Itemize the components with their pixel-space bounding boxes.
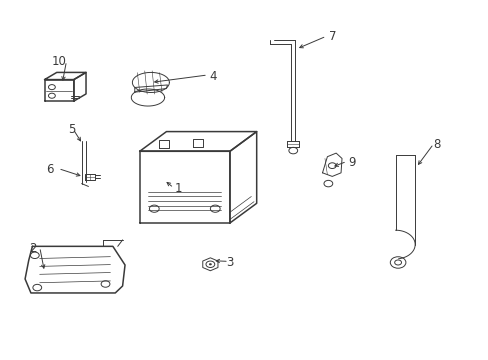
Text: 4: 4 [209, 69, 216, 82]
Text: 7: 7 [328, 30, 335, 43]
Text: 1: 1 [175, 183, 182, 195]
Text: 5: 5 [67, 123, 75, 136]
Text: 9: 9 [347, 156, 355, 168]
Text: 3: 3 [226, 256, 233, 269]
Text: 10: 10 [52, 55, 66, 68]
Circle shape [208, 263, 211, 265]
Text: 8: 8 [432, 138, 440, 150]
Text: 6: 6 [45, 163, 53, 176]
Text: 2: 2 [29, 242, 36, 255]
